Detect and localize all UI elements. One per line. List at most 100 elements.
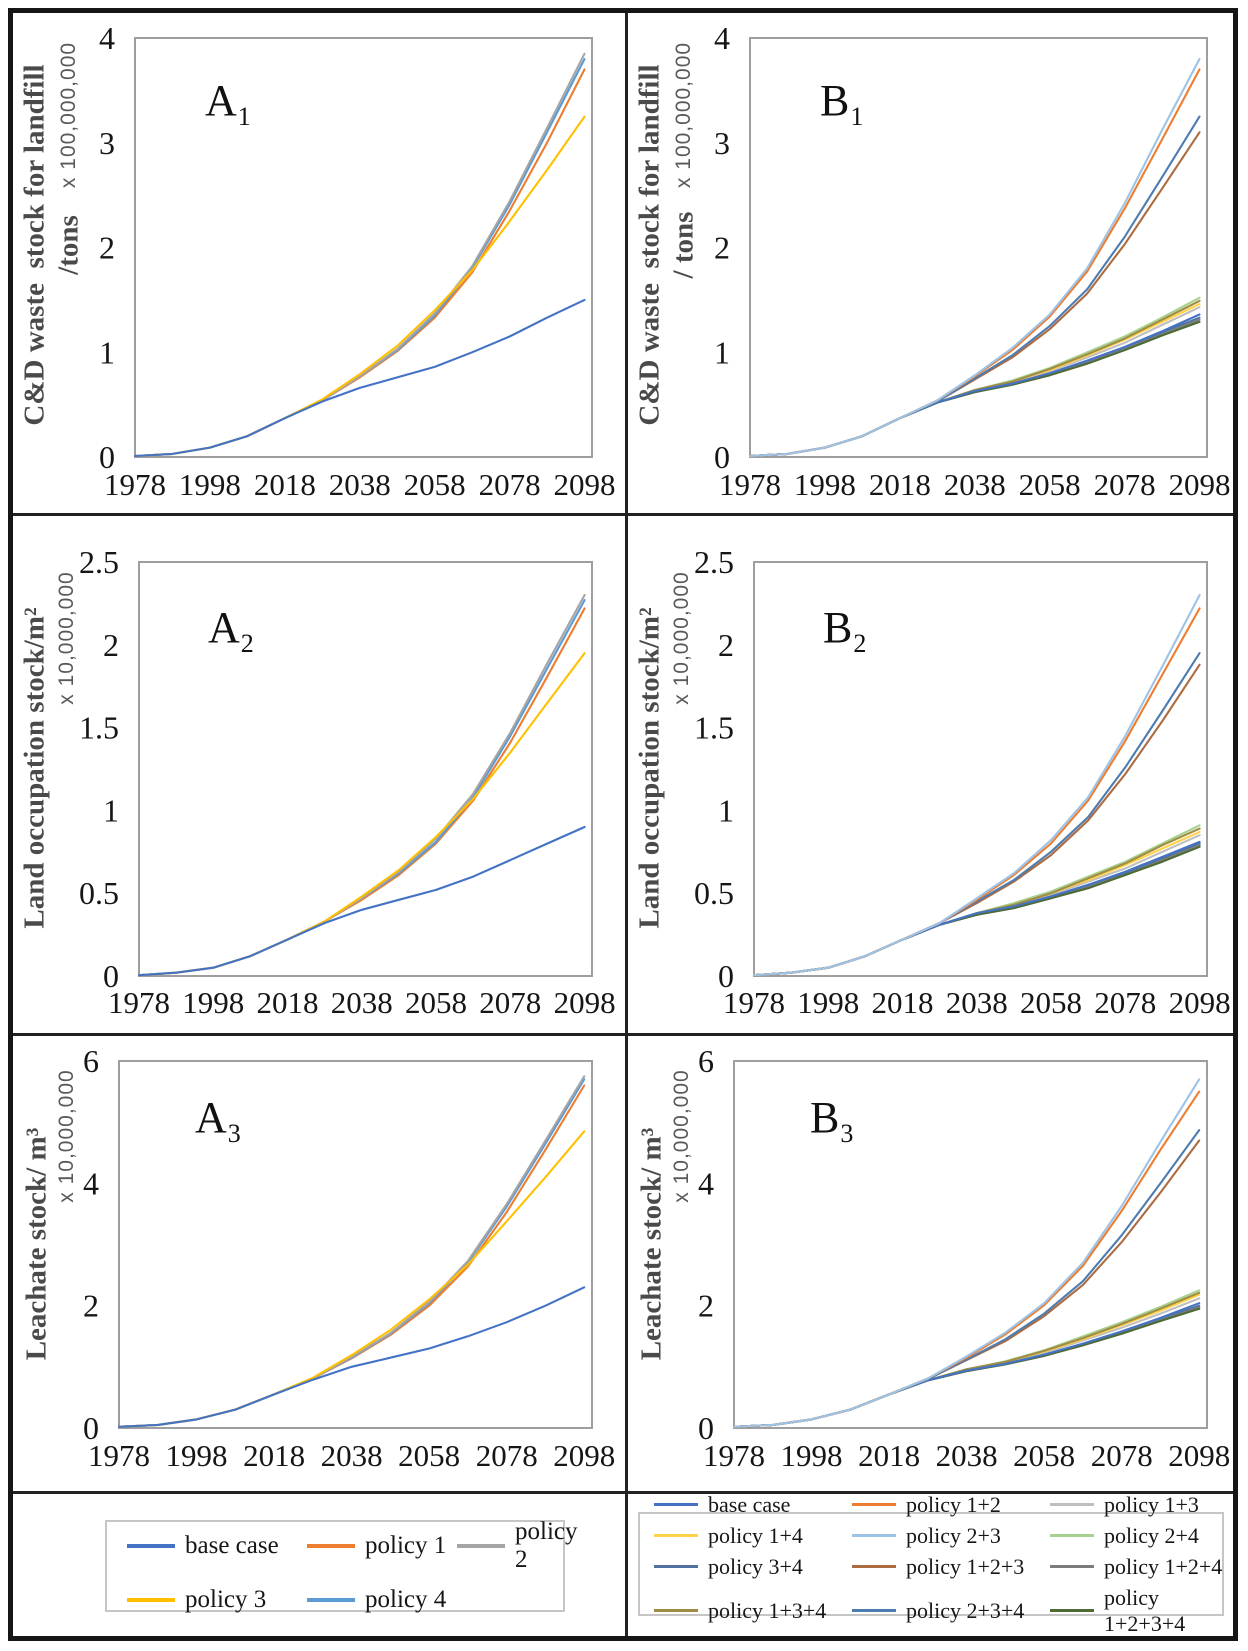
x-tick-label: 2018 [869,467,931,502]
legend-item-policy-3-4: policy 3+4 [654,1554,852,1580]
y-tick-label: 2 [714,230,730,266]
legend-line-swatch [1050,1503,1094,1506]
legend-item-policy-1-3: policy 1+3 [1050,1494,1232,1518]
legend-label: base case [708,1491,791,1517]
legend-label: policy 1+3+4 [708,1597,827,1623]
legend-item-policy-1-3-4: policy 1+3+4 [654,1585,852,1637]
legend-label: policy 3+4 [708,1553,803,1579]
panel-label-B2: B2 [823,603,868,658]
legend-item-base-case: base case [654,1491,852,1518]
legend-line-swatch [852,1534,896,1537]
x-tick-label: 2038 [329,467,391,502]
y-tick-label: 0 [83,1410,99,1446]
y-tick-label: 2 [698,1288,714,1324]
plot-border [733,1060,1208,1429]
x-tick-label: 2038 [321,1438,383,1473]
y-tick-label: 3 [99,125,115,161]
legend-item-policy-1-2: policy 1+2 [852,1494,1050,1518]
series-line-base-case [133,298,586,458]
x-tick-label: 2098 [1169,985,1231,1020]
legend-line-swatch [127,1544,175,1548]
x-tick-label: 1978 [108,985,170,1020]
y-tick-label: 2.5 [79,544,119,580]
legend-line-swatch [307,1544,355,1548]
legend-line-swatch [1050,1565,1094,1568]
panel-B3: 0 2 4 6 1978 1998 2018 2038 2058 2078 2098 Leachat… [625,1033,1233,1491]
plot-border [134,37,593,458]
series-line-policy-1-3 [748,306,1201,458]
panel-A2: 0 0.5 1 1.5 2 2.5 1978 1998 2018 2038 2058 2078 2098… [13,513,625,1033]
legend-item-policy-1: policy 1 [307,1518,457,1574]
series-line-policy-3 [117,1130,586,1428]
x-tick-label: 2078 [1091,1438,1153,1473]
x-tick-label: 2018 [858,1438,920,1473]
chart-B3-canvas: 0 2 4 6 1978 1998 2018 2038 2058 2078 2098 [698,1043,1230,1473]
y-tick-label: 4 [99,20,115,56]
x-tick-label: 1998 [179,467,241,502]
series-line-policy-2-3 [752,594,1201,977]
series-line-policy-1-3 [752,834,1201,977]
chart-B1-canvas: 0 1 2 3 4 1978 1998 2018 2038 2058 2078 2098 [714,20,1231,502]
series-line-base-case [137,825,586,977]
y-axis-scale-label: x 10,000,000 [55,571,78,705]
legend-item-policy-4: policy 4 [307,1586,457,1614]
panel-B2: 0 0.5 1 1.5 2 2.5 1978 1998 2018 2038 2058 2078 2098… [625,513,1233,1033]
y-tick-label: 2 [718,627,734,663]
legend-line-swatch [1050,1534,1094,1537]
y-tick-label: 2 [103,627,119,663]
legend-line-swatch [852,1503,896,1506]
legend-line-swatch [654,1609,698,1612]
y-axis-title: C&D waste stock for landfill [633,64,666,426]
y-tick-label: 6 [698,1043,714,1079]
legend-label: policy 4 [365,1586,447,1613]
y-axis-title: Land occupation stock/m² [18,607,51,929]
legend-cell-right: base case policy 1+2 policy 1+3 policy 1+4 p… [625,1491,1233,1636]
y-axis-scale-label: x 100,000,000 [672,41,695,189]
x-tick-label: 2078 [476,1438,538,1473]
plot-border [118,1060,593,1429]
legend-label: base case [185,1532,279,1559]
y-axis-scale-label: x 10,000,000 [55,1069,78,1203]
series-line-policy-1-2-3 [752,663,1201,977]
series-line-policy-1-2 [732,1090,1201,1428]
plot-border [753,561,1208,977]
x-tick-label: 2078 [479,467,541,502]
series-line-policy-2 [133,52,586,458]
panel-A3: 0 2 4 6 1978 1998 2018 2038 2058 2078 2098 Leachat… [13,1033,625,1491]
legend-item-base-case: base case [127,1518,307,1574]
y-axis-title: C&D waste stock for landfill [18,64,51,426]
series-line-policy-2-3 [732,1078,1201,1428]
x-tick-label: 1978 [719,467,781,502]
legend-item-policy-1-2-3-4: policy 1+2+3+4 [1050,1585,1232,1637]
figure-frame: 0 1 2 3 4 1978 1998 2018 2038 2058 2078 2098 C&D wa… [8,8,1238,1641]
series-line-policy-1-2-3 [732,1139,1201,1428]
y-tick-label: 0 [718,958,734,994]
x-tick-label: 2078 [1094,467,1156,502]
series-line-policy-1 [133,68,586,458]
legend-line-swatch [654,1503,698,1506]
y-tick-label: 1.5 [694,710,734,746]
series-line-base-case [117,1286,586,1428]
legend-label: policy 1+4 [708,1522,803,1548]
legend-line-swatch [1050,1609,1094,1612]
plot-border [138,561,593,977]
legend-line-swatch [457,1544,505,1548]
series-line-policy-4 [133,57,586,458]
series-line-policy-4 [117,1078,586,1428]
series-line-policy-2-3-4 [748,115,1201,458]
x-tick-label: 2058 [398,1438,460,1473]
legend-item-policy-2-4: policy 2+4 [1050,1523,1232,1549]
series-line-policy-3 [133,115,586,458]
legend-item-policy-1-2-4: policy 1+2+4 [1050,1554,1232,1580]
y-tick-label: 0 [714,439,730,475]
chart-A1-canvas: 0 1 2 3 4 1978 1998 2018 2038 2058 2078 2098 [99,20,616,502]
series-line-policy-1-2-3 [748,131,1201,458]
chart-A3-canvas: 0 2 4 6 1978 1998 2018 2038 2058 2078 2098 [83,1043,615,1473]
legend-label: policy 1+2+4 [1104,1553,1223,1579]
x-tick-label: 2038 [331,985,393,1020]
y-axis-title-units: /tons [52,215,85,275]
x-tick-label: 1978 [703,1438,765,1473]
x-tick-label: 2058 [1020,985,1082,1020]
legend-line-swatch [654,1534,698,1537]
